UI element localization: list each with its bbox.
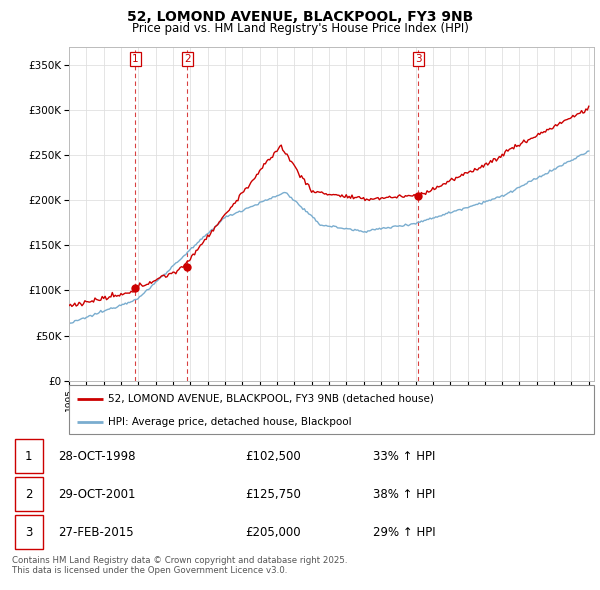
Text: £102,500: £102,500 (245, 450, 301, 463)
Text: 52, LOMOND AVENUE, BLACKPOOL, FY3 9NB (detached house): 52, LOMOND AVENUE, BLACKPOOL, FY3 9NB (d… (109, 394, 434, 404)
Text: Price paid vs. HM Land Registry's House Price Index (HPI): Price paid vs. HM Land Registry's House … (131, 22, 469, 35)
FancyBboxPatch shape (15, 477, 43, 512)
Text: 1: 1 (25, 450, 32, 463)
Text: £125,750: £125,750 (245, 487, 301, 501)
FancyBboxPatch shape (15, 439, 43, 473)
Text: 28-OCT-1998: 28-OCT-1998 (59, 450, 136, 463)
Text: 3: 3 (415, 54, 422, 64)
Text: 27-FEB-2015: 27-FEB-2015 (59, 526, 134, 539)
FancyBboxPatch shape (69, 385, 594, 434)
Text: 52, LOMOND AVENUE, BLACKPOOL, FY3 9NB: 52, LOMOND AVENUE, BLACKPOOL, FY3 9NB (127, 10, 473, 24)
Text: HPI: Average price, detached house, Blackpool: HPI: Average price, detached house, Blac… (109, 417, 352, 427)
Text: 29% ↑ HPI: 29% ↑ HPI (373, 526, 436, 539)
Text: 33% ↑ HPI: 33% ↑ HPI (373, 450, 435, 463)
Text: 29-OCT-2001: 29-OCT-2001 (59, 487, 136, 501)
FancyBboxPatch shape (15, 515, 43, 549)
Text: £205,000: £205,000 (245, 526, 301, 539)
Text: 2: 2 (184, 54, 191, 64)
Text: 2: 2 (25, 487, 32, 501)
Text: 38% ↑ HPI: 38% ↑ HPI (373, 487, 435, 501)
Text: Contains HM Land Registry data © Crown copyright and database right 2025.
This d: Contains HM Land Registry data © Crown c… (12, 556, 347, 575)
Text: 1: 1 (132, 54, 139, 64)
Text: 3: 3 (25, 526, 32, 539)
